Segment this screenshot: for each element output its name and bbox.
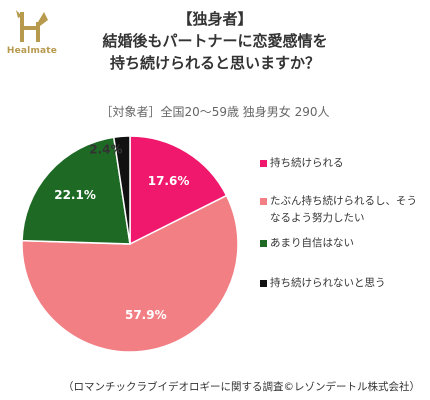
pie-slice-0 — [129, 135, 228, 246]
legend-label-2: あまり自信はない — [270, 237, 354, 249]
legend-item-2: あまり自信はない — [260, 235, 425, 252]
pie-slice-2 — [21, 136, 131, 245]
chart-title-block: 【独身者】 結婚後もパートナーに恋愛感情を 持ち続けられると思いますか？ — [60, 8, 370, 74]
legend-label-0: 持ち続けられる — [270, 157, 344, 169]
slice-value-label-1: 57.9% — [125, 308, 167, 322]
legend-item-1: たぶん持ち続けられるし、そうなるよう努力したい — [260, 193, 425, 227]
pie-slice-3 — [112, 135, 131, 245]
legend-item-3: 持ち続けられないと思う — [260, 275, 425, 292]
pie-slice-1 — [21, 194, 239, 353]
slice-value-label-2: 22.1% — [54, 188, 96, 202]
legend-swatch-1 — [260, 198, 267, 205]
legend-item-0: 持ち続けられる — [260, 155, 425, 172]
legend-label-1: たぶん持ち続けられるし、そうなるよう努力したい — [270, 195, 417, 224]
chart-title-line-2: 持ち続けられると思いますか？ — [109, 54, 320, 72]
logo-mark-icon — [16, 10, 48, 42]
slice-value-label-3: 2.4% — [89, 143, 122, 157]
chart-title-line-1: 結婚後もパートナーに恋愛感情を — [102, 32, 328, 50]
logo-wordmark: Healmate — [6, 46, 58, 56]
chart-title: 【独身者】 — [177, 10, 253, 28]
slice-value-label-0: 17.6% — [148, 174, 190, 188]
legend-swatch-0 — [260, 160, 267, 167]
legend-swatch-3 — [260, 280, 267, 287]
legend-label-3: 持ち続けられないと思う — [270, 277, 386, 289]
healmate-logo: Healmate — [4, 8, 60, 64]
source-note: （ロマンチックラブイデオロギーに関する調査©レゾンデートル株式会社） — [63, 381, 420, 393]
legend-swatch-2 — [260, 240, 267, 247]
chart-subtitle: ［対象者］全国20〜59歳 独身男女 290人 — [100, 105, 330, 119]
